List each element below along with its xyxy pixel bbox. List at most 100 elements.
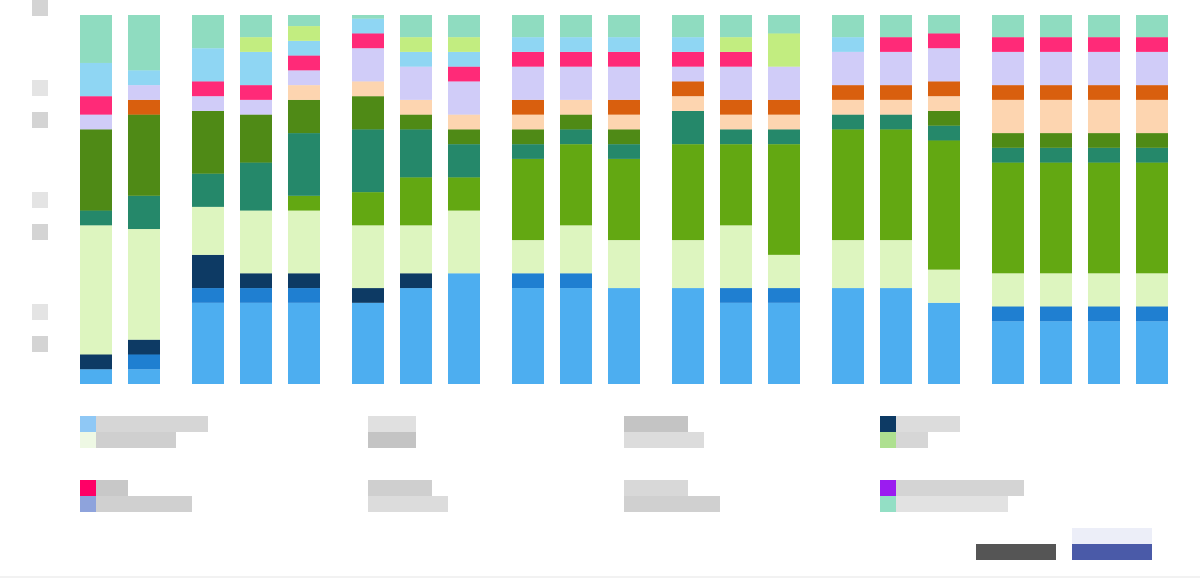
bar-segment: [928, 96, 960, 111]
bar-segment: [768, 114, 800, 130]
bar-segment: [832, 240, 864, 289]
bar-segment: [288, 99, 320, 134]
bar-segment: [720, 129, 752, 145]
bar-segment: [768, 254, 800, 289]
bar-segment: [128, 15, 160, 71]
bar-segment: [1040, 15, 1072, 38]
bar-segment: [672, 96, 704, 111]
bar-segment: [80, 210, 112, 226]
bar-segment: [128, 114, 160, 196]
bar-segment: [1088, 321, 1120, 384]
bar-segment: [80, 129, 112, 211]
bar-segment: [720, 37, 752, 52]
bar-segment: [672, 288, 704, 384]
bar-segment: [240, 162, 272, 211]
bar-segment: [560, 37, 592, 52]
bar-segment: [80, 96, 112, 115]
bar-segment: [720, 302, 752, 384]
bar-segment: [720, 99, 752, 115]
bar-segment: [288, 288, 320, 303]
bar-segment: [1040, 273, 1072, 307]
bar-segment: [992, 133, 1024, 148]
bar-segment: [672, 37, 704, 52]
bar-segment: [1088, 85, 1120, 100]
bar-segment: [768, 99, 800, 115]
bar-segment: [608, 66, 640, 100]
bar-segment: [768, 15, 800, 34]
bar-segment: [448, 177, 480, 211]
bar-segment: [1040, 85, 1072, 100]
bar-segment: [512, 114, 544, 130]
bar-segment: [448, 15, 480, 38]
bar-segment: [992, 37, 1024, 52]
bar-segment: [192, 81, 224, 97]
bar-segment: [240, 273, 272, 289]
bar-segment: [400, 66, 432, 100]
bar-segment: [608, 99, 640, 115]
bar-segment: [1040, 162, 1072, 274]
bar-segment: [512, 240, 544, 274]
bar-segment: [192, 173, 224, 207]
bar-segment: [1088, 306, 1120, 322]
bar-segment: [80, 369, 112, 384]
bar-segment: [400, 37, 432, 52]
bar-segment: [768, 288, 800, 303]
bar-segment: [1040, 99, 1072, 134]
bar-segment: [1040, 147, 1072, 163]
bar-segment: [608, 37, 640, 52]
bar-segment: [352, 81, 384, 97]
bar-segment: [192, 110, 224, 174]
bar-segment: [352, 129, 384, 193]
bar-segment: [672, 51, 704, 67]
bar-segment: [560, 129, 592, 145]
bar-segment: [720, 51, 752, 67]
bar-segment: [608, 129, 640, 145]
bar-segment: [80, 15, 112, 63]
bar-segment: [448, 129, 480, 145]
bar-segment: [512, 158, 544, 241]
bar-segment: [1136, 147, 1168, 163]
bar-segment: [512, 37, 544, 52]
legend: [80, 416, 1024, 512]
bar-segment: [240, 288, 272, 303]
bar-segment: [352, 18, 384, 34]
bar-segment: [240, 37, 272, 52]
bar-segment: [1088, 273, 1120, 307]
bar-segment: [768, 302, 800, 384]
bar-segment: [240, 99, 272, 115]
bar-segment: [1136, 273, 1168, 307]
bar-segment: [608, 288, 640, 384]
bar-segment: [560, 51, 592, 67]
bar-segment: [352, 302, 384, 384]
bar-segment: [768, 66, 800, 100]
bar-segment: [352, 96, 384, 130]
bar-segment: [128, 369, 160, 384]
bar-segment: [992, 306, 1024, 322]
bar-segment: [512, 273, 544, 289]
bar-segment: [288, 55, 320, 71]
bar-segment: [1136, 321, 1168, 384]
footer-control[interactable]: [976, 528, 1152, 560]
bar-segment: [672, 66, 704, 82]
bar-segment: [880, 114, 912, 130]
bar-segment: [192, 288, 224, 303]
bar-segment: [928, 125, 960, 141]
bar-segment: [1136, 133, 1168, 148]
bar-segment: [192, 302, 224, 384]
bar-segment: [192, 254, 224, 289]
bar-segment: [832, 15, 864, 38]
bar-segment: [768, 129, 800, 145]
bar-segment: [832, 37, 864, 52]
bar-segment: [768, 144, 800, 255]
bar-segment: [352, 33, 384, 49]
bar-segment: [288, 302, 320, 384]
bar-segment: [560, 15, 592, 38]
bar-segment: [1088, 15, 1120, 38]
bar-segment: [288, 133, 320, 196]
bar-segment: [928, 48, 960, 82]
bar-segment: [720, 225, 752, 289]
bar-segment: [1040, 51, 1072, 86]
bar-segment: [1088, 133, 1120, 148]
bar-segment: [1088, 37, 1120, 52]
bar-segment: [1040, 133, 1072, 148]
